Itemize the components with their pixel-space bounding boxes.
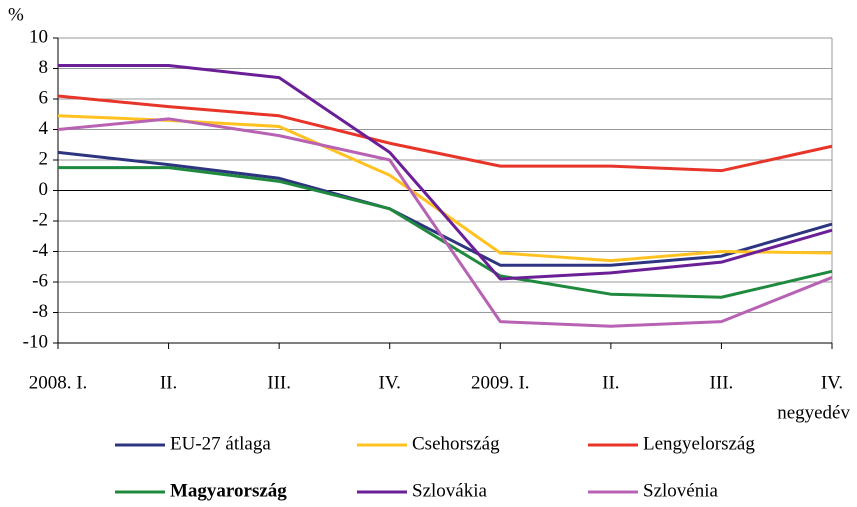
x-tick-label: II. xyxy=(160,372,177,393)
series-line xyxy=(57,117,833,328)
y-tick-label: -4 xyxy=(32,240,48,261)
x-tick-label: III. xyxy=(267,372,291,393)
legend-label: EU-27 átlaga xyxy=(170,433,271,454)
x-tick-label: IV. xyxy=(379,372,401,393)
x-tick-label: 2009. I. xyxy=(471,372,530,393)
y-tick-label: 8 xyxy=(39,57,49,78)
y-tick-label: -8 xyxy=(32,301,48,322)
x-tick-label: 2008. I. xyxy=(29,372,88,393)
x-tick-label: IV. xyxy=(821,372,843,393)
series-line xyxy=(57,94,833,173)
y-tick-label: 0 xyxy=(39,179,49,200)
y-tick-label: -10 xyxy=(23,331,48,352)
x-axis-label: negyedév xyxy=(777,402,850,423)
y-tick-label: -6 xyxy=(32,270,48,291)
series-line xyxy=(58,63,833,281)
legend-label: Lengyelország xyxy=(643,433,755,454)
legend-label: Szlovénia xyxy=(643,480,718,501)
x-tick-label: II. xyxy=(602,372,619,393)
series-line xyxy=(57,150,833,267)
series-line xyxy=(58,166,833,299)
legend-label: Szlovákia xyxy=(412,480,487,501)
legend-label: Csehország xyxy=(412,433,500,454)
x-tick-label: III. xyxy=(710,372,734,393)
y-tick-label: 6 xyxy=(39,87,49,108)
y-tick-label: 4 xyxy=(39,118,49,139)
legend-label: Magyarország xyxy=(170,480,287,501)
y-tick-label: 10 xyxy=(29,26,48,47)
y-tick-label: 2 xyxy=(39,148,49,169)
y-axis-label: % xyxy=(8,4,24,25)
y-tick-label: -2 xyxy=(32,209,48,230)
